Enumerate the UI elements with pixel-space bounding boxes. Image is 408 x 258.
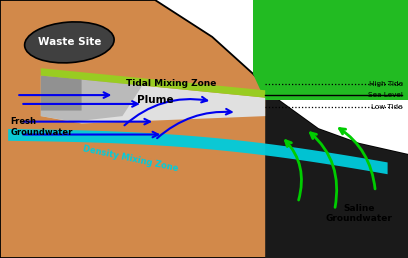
Text: Sea Level: Sea Level — [368, 92, 403, 98]
Text: Plume: Plume — [137, 94, 173, 104]
Polygon shape — [8, 129, 388, 174]
Polygon shape — [41, 76, 265, 124]
Text: Fresh
Groundwater: Fresh Groundwater — [10, 117, 73, 137]
Text: Tidal Mixing Zone: Tidal Mixing Zone — [126, 79, 217, 88]
Polygon shape — [41, 76, 82, 111]
Ellipse shape — [24, 22, 114, 63]
Text: Low Tide: Low Tide — [371, 104, 403, 110]
Polygon shape — [253, 0, 408, 100]
Text: Density Mixing Zone: Density Mixing Zone — [82, 144, 179, 173]
Polygon shape — [265, 100, 408, 258]
Polygon shape — [41, 68, 265, 98]
Polygon shape — [41, 76, 143, 122]
Text: Saline
Groundwater: Saline Groundwater — [326, 204, 392, 223]
Text: Waste Site: Waste Site — [38, 37, 101, 47]
Text: High Tide: High Tide — [369, 81, 403, 87]
